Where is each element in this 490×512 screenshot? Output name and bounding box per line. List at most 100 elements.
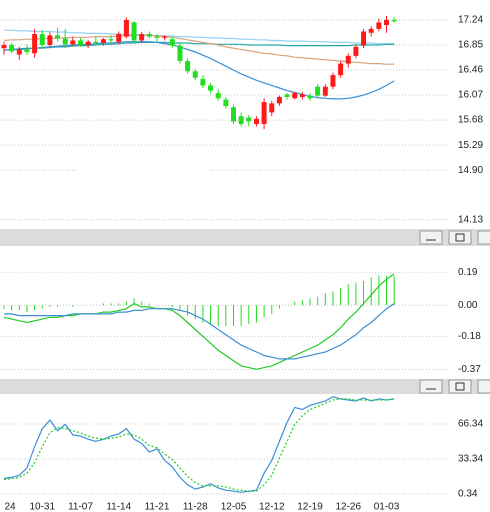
candle-body <box>154 36 160 38</box>
candle-body <box>100 39 106 44</box>
y-tick-label: 17.24 <box>458 15 483 26</box>
candle-body <box>315 86 321 96</box>
candle-body <box>322 86 328 96</box>
candle-body <box>269 103 275 113</box>
candle-body <box>292 93 298 99</box>
x-tick-label: 10-31 <box>29 502 55 512</box>
x-tick-label: 24 <box>4 502 16 512</box>
candle-body <box>215 93 221 99</box>
x-tick-label: 01-03 <box>374 502 400 512</box>
minimize-button[interactable] <box>419 230 443 245</box>
candle-body <box>192 71 198 78</box>
x-tick-label: 12-05 <box>221 502 247 512</box>
candle-body <box>307 95 313 99</box>
candle-body <box>284 94 290 97</box>
y-tick-label: 33.34 <box>458 454 483 465</box>
candle-body <box>353 46 359 56</box>
x-tick-label: 11-14 <box>106 502 131 512</box>
restore-button[interactable] <box>448 379 472 394</box>
candle-body <box>200 78 206 86</box>
panel-bar <box>0 229 490 394</box>
candle-body <box>62 38 68 45</box>
candle-body <box>139 34 145 41</box>
candle-body <box>177 45 183 62</box>
candle-body <box>276 96 282 104</box>
line-series <box>4 303 395 360</box>
line-series <box>3 396 395 493</box>
blank-overlay <box>78 148 210 194</box>
line-series <box>3 41 395 100</box>
restore-icon <box>455 382 465 391</box>
x-tick-label: 12-26 <box>335 502 361 512</box>
candle-body <box>299 94 305 97</box>
candle-body <box>345 55 351 64</box>
restore-icon <box>455 233 465 242</box>
y-tick-label: 16.07 <box>458 90 483 101</box>
candle-body <box>338 63 344 76</box>
line-series <box>3 34 395 65</box>
y-tick-label: 15.29 <box>458 140 483 151</box>
candle-body <box>85 41 91 45</box>
y-tick-label: 0.34 <box>458 489 478 500</box>
restore-button[interactable] <box>448 230 472 245</box>
candle-body <box>384 19 389 26</box>
candle-body <box>123 19 129 37</box>
candle-body <box>146 34 152 37</box>
candle-body <box>108 39 114 41</box>
candle-body <box>208 85 214 91</box>
close-button[interactable] <box>477 230 490 245</box>
candle-body <box>368 28 374 33</box>
candle-body <box>78 40 83 45</box>
candle-body <box>246 117 252 122</box>
candle-body <box>55 35 61 39</box>
close-button[interactable] <box>477 379 490 394</box>
candle-body <box>185 61 191 72</box>
y-tick-label: 15.68 <box>458 115 483 126</box>
y-tick-label: 14.90 <box>458 165 483 176</box>
panel-bar-bg <box>0 379 490 394</box>
candle-body <box>330 75 336 87</box>
line-series <box>3 41 395 51</box>
y-tick-label: 16.85 <box>458 40 483 51</box>
x-tick-label: 11-28 <box>183 502 208 512</box>
candle-body <box>376 22 382 29</box>
x-tick-label: 12-12 <box>259 502 285 512</box>
line-series <box>4 29 395 45</box>
y-tick-label: 16.46 <box>458 65 483 76</box>
candle-body <box>47 35 53 45</box>
y-tick-label: 0.19 <box>458 267 478 278</box>
y-tick-label: 66.34 <box>458 419 483 430</box>
line-series <box>3 273 395 370</box>
candle-body <box>39 34 45 45</box>
x-tick-label: 12-19 <box>297 502 323 512</box>
x-tick-label: 11-21 <box>145 502 170 512</box>
y-tick-label: 14.13 <box>458 214 483 225</box>
y-tick-label: 0.00 <box>458 300 478 311</box>
candle-body <box>169 39 175 46</box>
candle-body <box>1 44 7 49</box>
candle-body <box>93 41 99 44</box>
candle-body <box>223 99 229 106</box>
candle-body <box>238 116 244 124</box>
candle-body <box>261 102 267 124</box>
x-tick-label: 11-07 <box>68 502 93 512</box>
line-series <box>3 398 395 492</box>
y-tick-label: -0.37 <box>458 364 481 375</box>
candle-body <box>253 118 259 124</box>
candle-body <box>391 19 397 22</box>
candle-body <box>162 36 168 38</box>
candle-body <box>231 107 236 122</box>
minimize-button[interactable] <box>419 379 443 394</box>
candle-body <box>32 34 38 54</box>
candle-body <box>9 44 15 52</box>
candle-body <box>16 49 22 55</box>
candle-body <box>116 34 122 42</box>
panel-bar-bg <box>0 229 490 246</box>
candle-body <box>361 31 367 46</box>
candle-body <box>131 22 137 41</box>
y-tick-label: -0.18 <box>458 331 481 342</box>
candle-body <box>24 49 30 53</box>
candle-body <box>70 40 76 45</box>
